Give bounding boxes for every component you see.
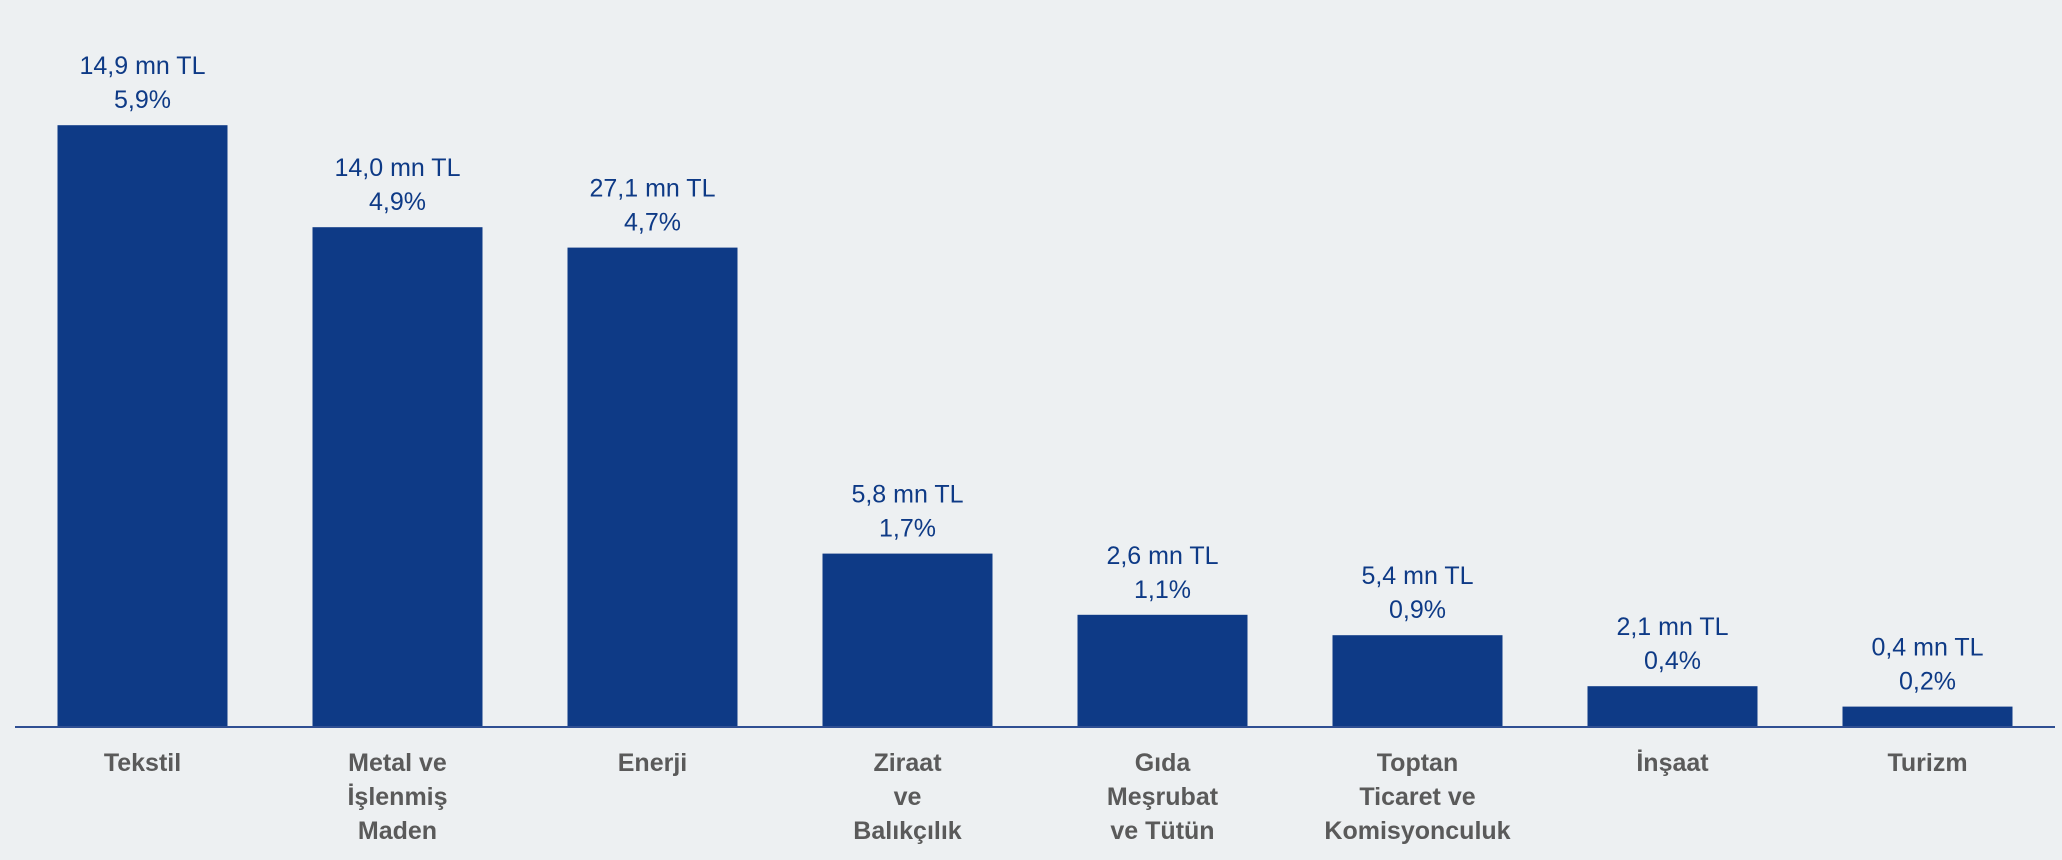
- bar-3: [822, 553, 993, 727]
- category-label: Meşrubat: [1107, 783, 1219, 811]
- bar-percent-label: 0,2%: [1899, 668, 1956, 696]
- category-label: Tekstil: [104, 749, 181, 777]
- category-label: Enerji: [618, 749, 687, 777]
- bar-amount-label: 27,1 mn TL: [589, 175, 715, 203]
- bar-percent-label: 4,7%: [624, 209, 681, 237]
- bar-percent-label: 0,4%: [1644, 647, 1701, 675]
- category-label: Ticaret ve: [1359, 783, 1475, 811]
- bar-0: [57, 125, 228, 727]
- bar-4: [1077, 614, 1248, 727]
- bar-6: [1587, 686, 1758, 727]
- category-label: Toptan: [1377, 749, 1458, 777]
- bar-percent-label: 0,9%: [1389, 596, 1446, 624]
- bar-percent-label: 4,9%: [369, 188, 426, 216]
- bar-amount-label: 14,9 mn TL: [79, 52, 205, 80]
- bar-2: [567, 247, 738, 727]
- bar-amount-label: 5,4 mn TL: [1361, 562, 1473, 590]
- category-label: İşlenmiş: [347, 783, 447, 811]
- category-label: ve Tütün: [1110, 817, 1214, 845]
- bar-amount-label: 2,1 mn TL: [1616, 613, 1728, 641]
- bar-amount-label: 2,6 mn TL: [1106, 542, 1218, 570]
- bar-7: [1842, 706, 2013, 727]
- bars-group: [57, 125, 2013, 727]
- category-label: Metal ve: [348, 749, 447, 777]
- category-label: ve: [894, 783, 922, 811]
- bar-amount-label: 5,8 mn TL: [851, 481, 963, 509]
- bar-percent-label: 1,7%: [879, 515, 936, 543]
- bar-5: [1332, 635, 1503, 727]
- data-labels-group: 14,9 mn TL 5,9% 14,0 mn TL 4,9% 27,1 mn TL 4,…: [79, 52, 1983, 695]
- bar-amount-label: 0,4 mn TL: [1871, 634, 1983, 662]
- bar-percent-label: 5,9%: [114, 86, 171, 114]
- bar-amount-label: 14,0 mn TL: [334, 154, 460, 182]
- category-label: Maden: [358, 817, 437, 845]
- bar-1: [312, 227, 483, 727]
- bar-percent-label: 1,1%: [1134, 576, 1191, 604]
- category-label: Turizm: [1887, 749, 1967, 777]
- category-label: İnşaat: [1636, 749, 1709, 777]
- category-label: Komisyonculuk: [1324, 817, 1510, 845]
- category-label: Ziraat: [873, 749, 942, 777]
- category-label: Balıkçılık: [853, 817, 961, 845]
- category-label: Gıda: [1135, 749, 1192, 777]
- category-labels-group: Tekstil Metal ve İşlenmiş Maden Enerji Ziraat…: [104, 749, 1968, 845]
